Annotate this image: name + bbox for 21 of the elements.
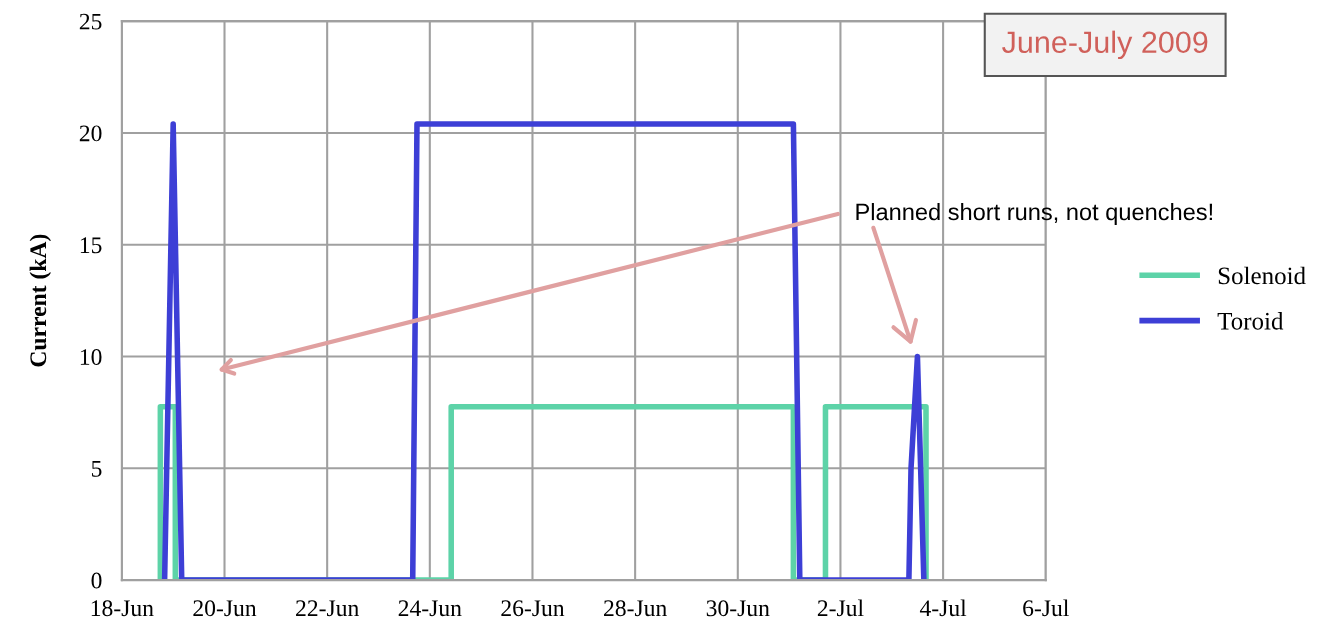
legend-label: Toroid xyxy=(1217,312,1284,330)
x-tick-label: 18-Jun xyxy=(91,600,154,617)
annotation: Planned short runs, not quenches! xyxy=(856,202,1213,225)
x-tick-label: 28-Jun xyxy=(604,600,667,617)
y-tick-label: 5 xyxy=(91,461,102,477)
y-tick-label: 20 xyxy=(79,125,102,142)
x-tick-label: 30-Jun xyxy=(706,600,770,617)
y-tick-label: 25 xyxy=(79,13,102,30)
chart-title: June-July 2009 xyxy=(1002,30,1208,60)
x-tick-label: 2-Jul xyxy=(817,599,864,617)
y-tick-label: 10 xyxy=(80,349,102,365)
x-tick-label: 24-Jun xyxy=(398,600,462,617)
y-tick-label: 0 xyxy=(91,572,102,589)
legend-label: Solenoid xyxy=(1218,266,1306,285)
x-tick-label: 20-Jun xyxy=(193,600,257,617)
x-tick-label: 6-Jul xyxy=(1023,599,1069,617)
y-tick-label: 15 xyxy=(80,237,102,254)
y-axis-title: Current (kA) xyxy=(29,234,52,367)
x-tick-label: 22-Jun xyxy=(296,600,359,617)
x-tick-label: 4-Jul xyxy=(919,599,967,617)
x-tick-label: 26-Jun xyxy=(501,600,565,617)
